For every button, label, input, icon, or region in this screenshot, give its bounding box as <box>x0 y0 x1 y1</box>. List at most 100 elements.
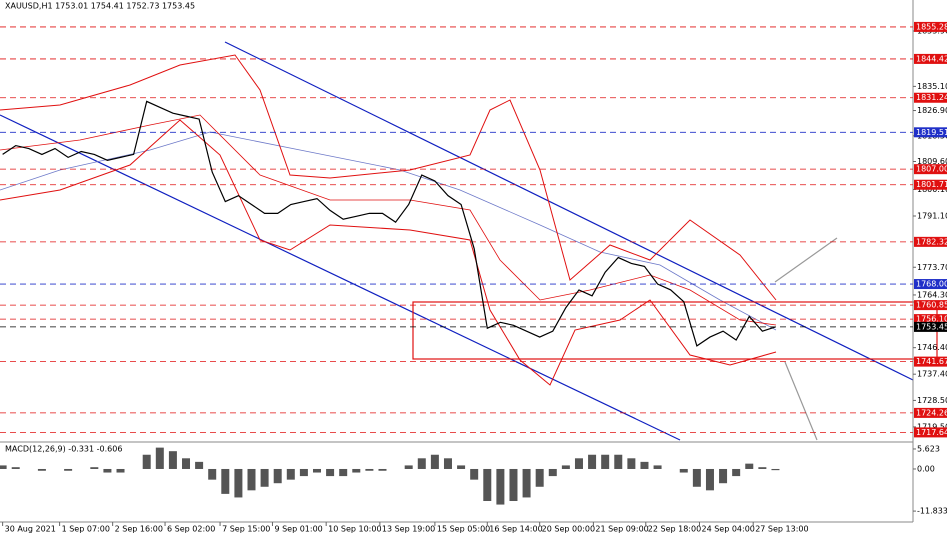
level-label: 1717.64 <box>916 428 947 437</box>
macd-bar <box>37 468 46 471</box>
macd-bar <box>339 468 348 477</box>
y-tick-label: 1728.50 <box>917 396 947 405</box>
level-label: 1753.45 <box>916 322 947 331</box>
macd-bar <box>208 468 217 480</box>
level-label: 1844.42 <box>916 54 947 63</box>
level-box <box>914 356 947 367</box>
channel-upper <box>224 41 914 381</box>
macd-bar <box>168 451 177 469</box>
y-tick-label: 1791.10 <box>917 211 947 220</box>
macd-bar <box>509 468 518 502</box>
y-tick-label: 5.623 <box>917 444 940 453</box>
macd-bar <box>483 468 492 502</box>
decorations <box>0 0 938 523</box>
macd-bar <box>326 468 335 477</box>
level-box <box>914 279 947 290</box>
macd-bar <box>535 468 544 487</box>
moving-average <box>0 131 777 331</box>
x-tick-label: 6 Sep 02:00 <box>167 525 215 534</box>
level-box <box>914 314 947 325</box>
arrow-up <box>774 237 838 283</box>
macd-bar <box>116 468 125 473</box>
y-tick-label: 1737.40 <box>917 370 947 379</box>
x-tick-label: 21 Sep 09:00 <box>595 525 648 534</box>
macd-bar <box>601 454 610 469</box>
y-tick-label: 1826.90 <box>917 106 947 115</box>
x-tick-label: 16 Sep 14:00 <box>489 525 542 534</box>
level-box <box>914 92 947 103</box>
macd-bar <box>273 468 282 484</box>
arrow-down <box>784 361 818 441</box>
x-tick-label: 7 Sep 15:00 <box>222 525 270 534</box>
y-tick-label: -11.833 <box>917 507 947 516</box>
level-box <box>914 53 947 64</box>
y-tick-label: 1746.40 <box>917 343 947 352</box>
macd-bar <box>0 465 7 469</box>
chart-title: XAUUSD,H1 1753.01 1754.41 1752.73 1753.4… <box>5 2 195 11</box>
macd-bar <box>195 461 204 469</box>
y-tick-label: 1809.60 <box>917 157 947 166</box>
macd-bar <box>758 467 767 469</box>
x-tick-label: 27 Sep 13:00 <box>755 525 808 534</box>
macd-bar <box>90 467 99 469</box>
level-box <box>914 236 947 247</box>
x-tick-label: 13 Sep 19:00 <box>382 525 435 534</box>
macd-bar <box>103 468 112 473</box>
macd-bar <box>614 454 623 469</box>
macd-bar <box>365 468 374 471</box>
y-tick-label: 1773.70 <box>917 263 947 272</box>
macd-bar <box>548 468 557 477</box>
band-lower <box>0 119 777 386</box>
x-tick-label: 10 Sep 10:00 <box>328 525 381 534</box>
macd-bar <box>719 468 728 484</box>
macd-bar <box>234 468 243 498</box>
macd-bar <box>679 468 688 473</box>
macd-bar <box>496 468 505 505</box>
x-tick-label: 2 Sep 16:00 <box>115 525 163 534</box>
macd-bar <box>588 454 597 469</box>
macd-bar <box>653 465 662 469</box>
x-tick-label: 20 Sep 00:00 <box>542 525 595 534</box>
macd-bar <box>286 468 295 480</box>
macd-bar <box>640 461 649 469</box>
macd-bar <box>378 468 387 471</box>
macd-bar <box>705 468 714 491</box>
y-tick-label: 1835.10 <box>917 82 947 91</box>
macd-bar <box>627 458 636 469</box>
level-label: 1807.00 <box>916 165 947 174</box>
level-label: 1741.67 <box>916 357 947 366</box>
macd-bar <box>155 447 164 469</box>
y-tick-label: 1719.50 <box>917 422 947 431</box>
y-tick-label: 0.00 <box>917 464 935 473</box>
macd-bar <box>247 468 256 491</box>
macd-bar <box>260 468 269 487</box>
x-tick-label: 15 Sep 05:00 <box>437 525 490 534</box>
macd-bar <box>430 454 439 469</box>
y-tick-label: 1764.30 <box>917 290 947 299</box>
level-box <box>914 427 947 438</box>
macd-bar <box>443 458 452 469</box>
macd-bar <box>574 458 583 469</box>
macd-bar <box>182 458 191 469</box>
level-box <box>914 407 947 418</box>
x-tick-label: 9 Sep 01:00 <box>274 525 322 534</box>
level-box <box>914 164 947 175</box>
macd-bar <box>142 454 151 469</box>
level-label: 1801.71 <box>916 180 947 189</box>
x-tick-label: 1 Sep 07:00 <box>62 525 110 534</box>
level-label: 1819.51 <box>916 128 947 137</box>
level-box <box>914 21 947 32</box>
price-line <box>2 100 776 347</box>
macd-bar <box>457 465 466 469</box>
level-box <box>914 300 947 311</box>
macd-title: MACD(12,26,9) -0.331 -0.606 <box>5 445 122 454</box>
level-label: 1855.28 <box>916 22 947 31</box>
x-tick-label: 30 Aug 2021 <box>5 525 56 534</box>
level-label: 1756.10 <box>916 315 947 324</box>
macd-bar <box>11 467 20 469</box>
macd-bar <box>771 468 780 471</box>
macd-bar <box>692 468 701 487</box>
macd-bar <box>417 458 426 469</box>
